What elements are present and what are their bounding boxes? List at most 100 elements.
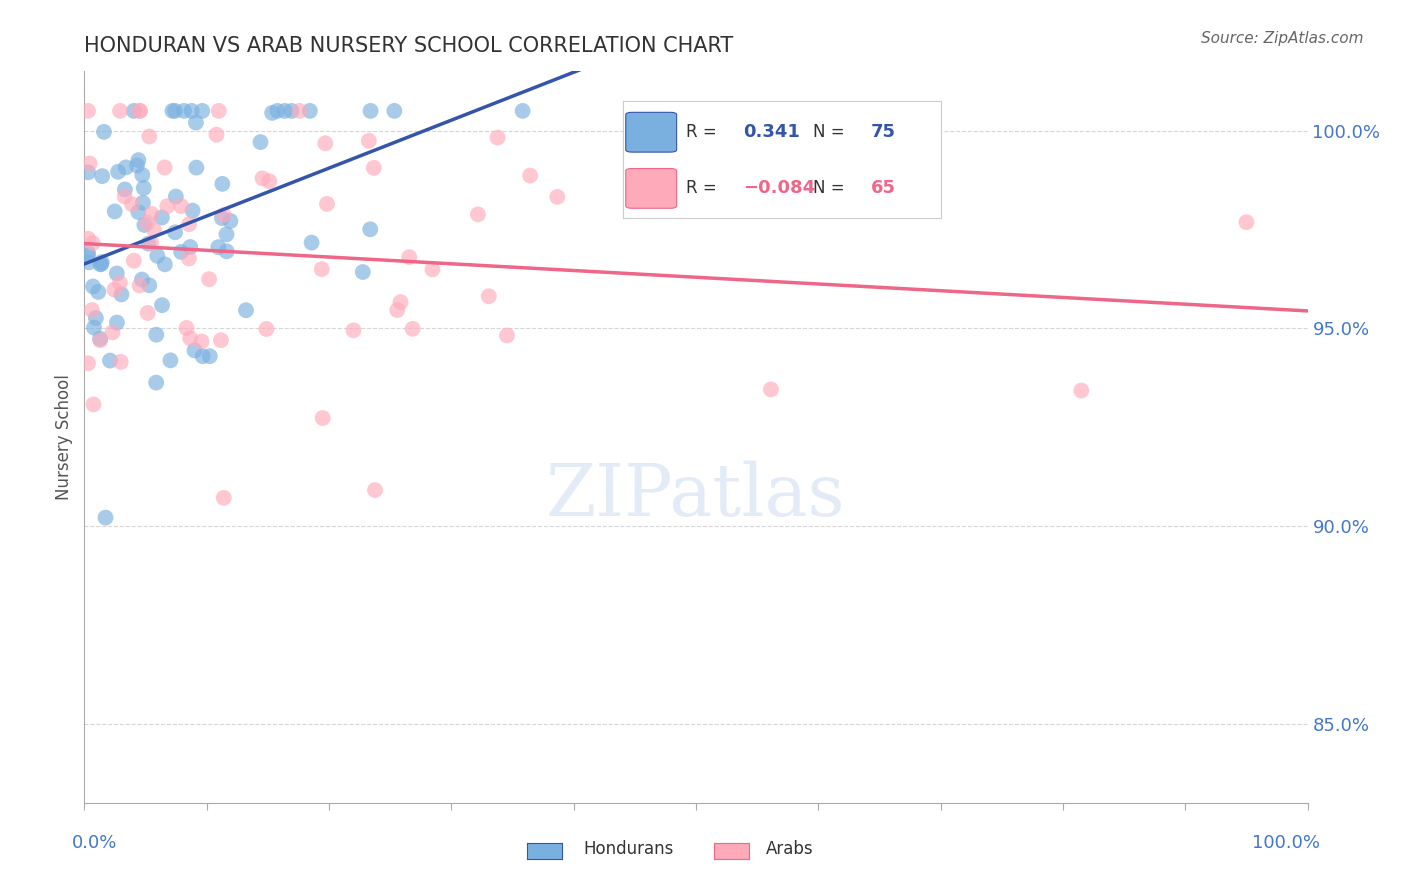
Point (77, 248, 100, 262)
Point (114, 161, 136, 175)
Point (478, 289, 501, 303)
Point (176, 321, 198, 335)
Point (364, 483, 387, 497)
Point (131, 272, 153, 286)
Point (382, 103, 405, 118)
Point (181, 203, 204, 218)
Point (127, 205, 149, 219)
Text: Source: ZipAtlas.com: Source: ZipAtlas.com (1201, 31, 1364, 46)
Point (89, 257, 111, 271)
Point (256, 322, 278, 336)
Point (274, 103, 297, 118)
Point (179, 331, 201, 345)
Point (105, 267, 128, 281)
Point (311, 411, 333, 425)
Point (98, 353, 121, 368)
Point (156, 199, 179, 213)
Point (146, 249, 169, 263)
Point (177, 217, 200, 231)
Point (108, 103, 131, 118)
Text: 0.0%: 0.0% (72, 834, 118, 853)
Point (212, 491, 235, 505)
Point (360, 103, 382, 118)
Point (342, 323, 364, 337)
Point (91, 169, 114, 183)
Point (198, 349, 221, 363)
Point (359, 222, 381, 236)
Point (352, 265, 374, 279)
Point (467, 207, 489, 221)
Point (127, 153, 149, 168)
Point (183, 343, 205, 358)
Point (249, 135, 271, 149)
Point (145, 327, 167, 342)
Point (138, 278, 160, 293)
Point (211, 177, 233, 191)
Text: Hondurans: Hondurans (583, 840, 673, 858)
Point (165, 225, 187, 239)
Point (266, 103, 288, 118)
Point (298, 103, 321, 118)
Point (114, 182, 136, 196)
Point (132, 195, 155, 210)
Point (93, 125, 115, 139)
Point (84, 310, 107, 325)
Point (212, 208, 235, 222)
Point (316, 197, 339, 211)
Point (131, 168, 153, 182)
Point (82, 397, 104, 411)
Point (262, 106, 284, 120)
Text: 100.0%: 100.0% (1251, 834, 1320, 853)
Point (122, 103, 145, 118)
Point (101, 326, 124, 340)
Point (177, 252, 200, 266)
Point (280, 103, 302, 118)
Point (209, 333, 232, 347)
Point (108, 276, 131, 290)
Point (141, 207, 163, 221)
Point (77, 232, 100, 246)
Point (208, 103, 231, 118)
Point (82, 279, 104, 293)
Point (179, 240, 201, 254)
Point (184, 115, 207, 129)
Point (486, 130, 509, 145)
Point (110, 355, 132, 369)
Text: HONDURAN VS ARAB NURSERY SCHOOL CORRELATION CHART: HONDURAN VS ARAB NURSERY SCHOOL CORRELAT… (84, 36, 734, 56)
Point (77, 255, 100, 269)
Point (512, 103, 534, 118)
Point (186, 161, 208, 175)
Point (162, 103, 184, 118)
Point (170, 199, 193, 213)
Point (314, 136, 336, 151)
Point (87, 285, 110, 299)
Point (125, 158, 148, 172)
Point (180, 103, 202, 118)
Point (311, 262, 333, 277)
Point (128, 278, 150, 293)
Point (363, 161, 385, 175)
Text: ZIPatlas: ZIPatlas (546, 460, 846, 531)
Point (150, 298, 173, 312)
Point (122, 253, 145, 268)
Point (77, 103, 100, 118)
Point (235, 303, 257, 318)
Point (110, 287, 132, 301)
Point (138, 129, 160, 144)
Point (546, 190, 568, 204)
Point (128, 103, 150, 118)
Point (107, 165, 129, 179)
Point (191, 103, 214, 118)
Point (190, 334, 212, 349)
Point (519, 169, 541, 183)
Point (90, 257, 112, 271)
Text: Arabs: Arabs (766, 840, 814, 858)
Point (215, 227, 238, 242)
Point (398, 250, 420, 264)
Point (103, 283, 125, 297)
Point (104, 204, 127, 219)
Point (105, 316, 128, 330)
Point (77, 356, 100, 370)
Point (150, 211, 173, 225)
Point (259, 174, 281, 188)
